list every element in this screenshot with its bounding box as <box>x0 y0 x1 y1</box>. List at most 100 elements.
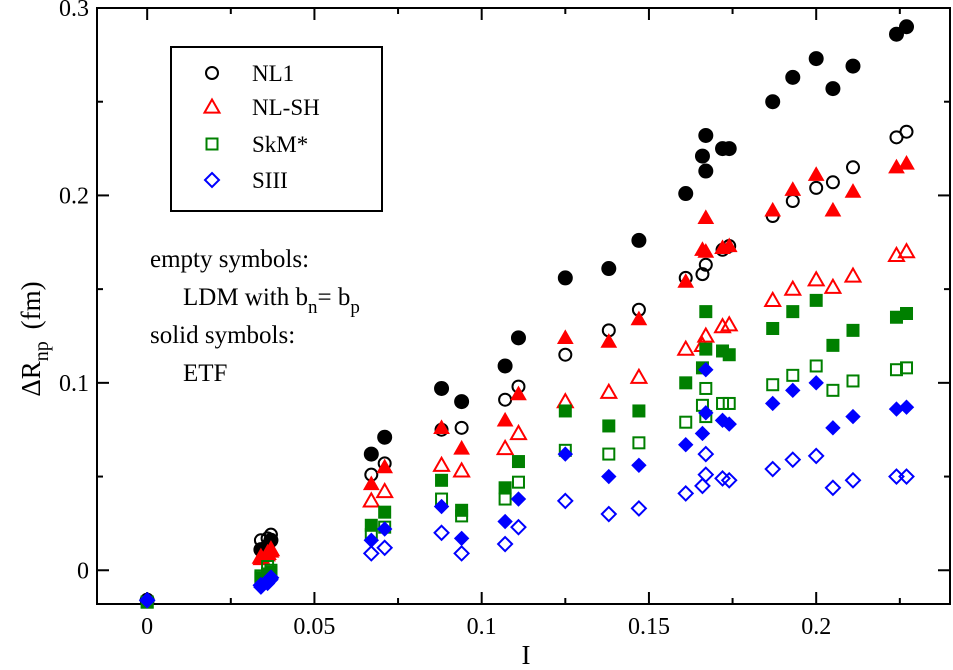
ticks: 0 0.05 0.1 0.15 0.2 0 0.1 0.2 0.3 <box>59 0 950 640</box>
point-nl-sh-solid <box>677 273 695 288</box>
point-skm-solid <box>511 455 525 469</box>
point-siii-solid <box>263 571 279 588</box>
y-axis-title-sub: np <box>31 341 53 361</box>
point-nl-sh-empty <box>783 279 803 296</box>
point-nl-sh-empty <box>720 315 739 332</box>
point-nl-sh-solid <box>362 475 380 491</box>
point-siii-solid <box>497 513 513 530</box>
point-siii-solid <box>433 498 450 515</box>
point-skm-empty <box>699 381 713 395</box>
point-siii-empty <box>677 485 695 502</box>
point-nl1-solid <box>888 26 904 42</box>
point-siii-empty <box>630 500 648 517</box>
point-nl1-empty <box>695 267 710 282</box>
point-nl1-solid <box>363 446 379 462</box>
point-skm-solid <box>602 419 616 433</box>
point-nl-sh-solid <box>376 458 394 474</box>
point-skm-solid <box>766 321 780 335</box>
point-siii-empty <box>807 447 825 465</box>
legend-label-skm: SkM* <box>252 132 308 157</box>
point-nl-sh-empty <box>806 270 826 287</box>
point-nl1-empty <box>698 257 713 272</box>
point-nl-sh-empty <box>495 438 515 456</box>
point-nl1-empty <box>825 175 840 190</box>
point-siii-empty <box>697 445 715 463</box>
point-nl1-solid <box>694 148 710 164</box>
point-nl1-solid <box>377 429 393 445</box>
point-skm-solid <box>846 323 860 337</box>
point-nl1-solid <box>765 94 781 110</box>
point-nl-sh-empty <box>452 461 471 478</box>
point-skm-solid <box>722 348 736 362</box>
point-nl-sh-solid <box>453 439 470 455</box>
point-skm-empty <box>900 361 914 375</box>
legend-label-nl1: NL1 <box>252 61 294 86</box>
point-siii-empty <box>697 466 715 484</box>
legend-label-siii: SIII <box>252 168 288 193</box>
point-nl-sh-empty <box>362 491 381 508</box>
point-siii-empty <box>784 451 802 469</box>
annotation-empty-symbols: empty symbols: <box>150 246 309 273</box>
point-skm-empty <box>846 374 860 388</box>
point-siii-empty <box>764 460 782 478</box>
point-siii-empty <box>433 524 450 542</box>
y-tick-label: 0.3 <box>59 0 89 22</box>
point-siii-solid <box>785 382 801 399</box>
point-skm-solid <box>900 306 914 320</box>
svg-text:ΔRnp(fm): ΔRnp (fm) <box>16 281 53 396</box>
point-siii-solid <box>808 375 824 391</box>
point-siii-solid <box>845 408 861 425</box>
point-nl-sh-solid <box>600 333 618 348</box>
point-siii-empty <box>824 479 842 497</box>
point-nl-sh-solid <box>764 201 782 217</box>
annotation-solid-symbols: solid symbols: <box>150 322 295 349</box>
point-nl-sh-solid <box>496 411 514 427</box>
point-skm-empty <box>826 383 840 397</box>
point-siii-empty <box>453 544 471 562</box>
point-skm-solid <box>699 342 713 356</box>
point-nl-sh-solid <box>784 181 802 196</box>
point-nl1-solid <box>825 81 841 97</box>
point-skm-solid <box>378 505 392 519</box>
plot-frame <box>96 7 951 605</box>
x-tick-label: 0.05 <box>293 614 335 640</box>
point-nl1-solid <box>698 163 714 179</box>
point-skm-solid <box>632 404 646 418</box>
point-nl-sh-solid <box>844 183 862 198</box>
point-siii-solid <box>363 532 380 548</box>
point-nl-sh-empty <box>713 317 732 334</box>
point-nl-sh-solid <box>510 385 527 401</box>
point-nl1-solid <box>497 358 513 374</box>
annotation-etf: ETF <box>183 360 227 387</box>
point-nl1-solid <box>601 261 617 277</box>
legend-markers <box>202 66 222 189</box>
point-skm-solid <box>498 481 512 495</box>
point-nl1-solid <box>631 232 647 248</box>
point-nl1-empty <box>498 392 513 407</box>
legend-marker-nl1 <box>205 66 219 80</box>
point-nl-sh-empty <box>509 423 528 441</box>
point-nl-sh-empty <box>432 455 451 472</box>
point-siii-solid <box>631 457 647 474</box>
legend: NL1 NL-SH SkM* SIII <box>170 46 383 212</box>
point-nl-sh-empty <box>763 290 782 308</box>
point-nl1-solid <box>698 127 714 143</box>
point-siii-empty <box>600 505 618 523</box>
point-skm-empty <box>786 368 800 382</box>
point-skm-empty <box>632 436 646 450</box>
point-skm-empty <box>722 396 736 410</box>
axes <box>96 7 951 605</box>
point-siii-solid <box>453 530 470 547</box>
point-nl1-empty <box>899 124 914 139</box>
point-skm-solid <box>558 404 572 418</box>
point-nl1-solid <box>510 330 526 346</box>
y-axis-title-unit: (fm) <box>16 281 46 329</box>
point-nl-sh-solid <box>720 237 738 253</box>
point-nl-sh-empty <box>897 242 916 259</box>
point-nl1-empty <box>558 347 573 362</box>
point-skm-empty <box>679 415 693 429</box>
point-nl-sh-solid <box>807 166 825 181</box>
point-siii-empty <box>888 468 905 485</box>
point-skm-solid <box>809 293 823 307</box>
point-nl-sh-solid <box>630 310 648 326</box>
